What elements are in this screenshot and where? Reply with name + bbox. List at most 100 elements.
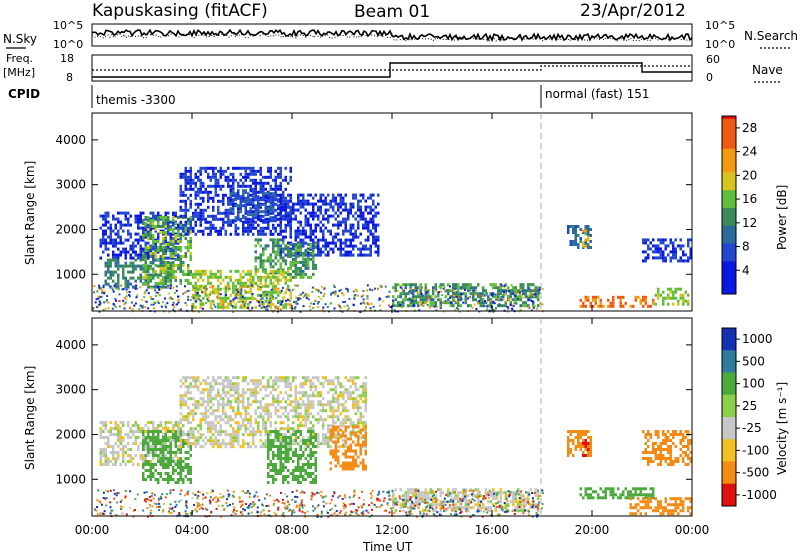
noise-cell	[437, 291, 440, 294]
data-cell	[342, 397, 345, 401]
noise-cell	[171, 303, 174, 306]
data-cell	[147, 285, 150, 289]
data-cell	[139, 276, 142, 280]
data-cell	[449, 304, 452, 308]
data-cell	[164, 247, 167, 251]
data-cell	[369, 247, 372, 251]
data-cell	[269, 269, 272, 273]
data-cell	[154, 258, 157, 262]
data-cell	[107, 430, 110, 433]
data-cell	[307, 397, 310, 401]
noise-cell	[145, 289, 148, 292]
data-cell	[252, 388, 255, 392]
data-cell	[467, 286, 470, 290]
data-cell	[652, 298, 655, 302]
noise-cell	[138, 308, 141, 311]
data-cell	[119, 439, 122, 442]
cpid-right-text: normal (fast) 151	[545, 87, 649, 101]
data-cell	[244, 424, 247, 428]
data-cell	[149, 261, 152, 264]
noise-cell	[376, 287, 379, 290]
data-cell	[234, 397, 237, 401]
data-cell	[257, 269, 260, 273]
data-cell	[212, 226, 215, 230]
data-cell	[177, 421, 180, 424]
data-cell	[342, 199, 345, 203]
data-cell	[174, 246, 177, 249]
data-cell	[317, 223, 320, 227]
data-cell	[154, 244, 157, 248]
data-cell	[337, 379, 340, 383]
noise-cell	[141, 306, 144, 309]
data-cell	[164, 427, 167, 430]
nsearch-tick-bottom: 10^0	[705, 38, 735, 51]
data-cell	[99, 448, 102, 451]
data-cell	[394, 286, 397, 290]
data-cell	[499, 289, 502, 293]
noise-cell	[166, 302, 169, 305]
data-cell	[309, 253, 312, 257]
data-cell	[194, 184, 197, 188]
data-cell	[249, 178, 252, 182]
data-cell	[687, 302, 690, 306]
data-cell	[367, 205, 370, 209]
noise-cell	[99, 302, 102, 305]
data-cell	[339, 193, 342, 197]
data-cell	[102, 454, 105, 457]
data-cell	[104, 460, 107, 463]
data-cell	[172, 256, 175, 260]
data-cell	[249, 193, 252, 197]
data-cell	[289, 296, 292, 300]
data-cell	[219, 418, 222, 422]
data-cell	[344, 244, 347, 248]
noise-cell	[266, 305, 269, 308]
data-cell	[287, 439, 290, 443]
data-cell	[187, 385, 190, 389]
data-cell	[209, 269, 212, 273]
data-cell	[272, 244, 275, 248]
data-cell	[242, 199, 245, 203]
data-cell	[164, 457, 167, 460]
data-cell	[399, 295, 402, 299]
data-cell	[467, 283, 470, 287]
data-cell	[242, 192, 245, 196]
data-cell	[234, 305, 237, 309]
data-cell	[339, 445, 342, 449]
data-cell	[147, 430, 150, 433]
y-tick-label: 1000	[55, 267, 86, 281]
data-cell	[289, 235, 292, 239]
noise-cell	[530, 300, 533, 302]
data-cell	[319, 199, 322, 203]
noise-cell	[528, 298, 530, 301]
data-cell	[124, 285, 127, 289]
data-cell	[112, 463, 115, 466]
data-cell	[169, 247, 172, 251]
data-cell	[687, 238, 690, 242]
data-cell	[154, 273, 157, 276]
noise-cell	[168, 292, 171, 295]
data-cell	[109, 270, 112, 274]
data-cell	[487, 298, 490, 302]
data-cell	[174, 421, 177, 424]
data-cell	[169, 270, 172, 273]
data-cell	[312, 406, 315, 410]
data-cell	[259, 379, 262, 383]
data-cell	[209, 394, 212, 398]
data-cell	[232, 192, 235, 196]
noise-cell	[331, 291, 334, 294]
noise-cell	[497, 289, 500, 292]
data-cell	[289, 208, 292, 212]
data-cell	[644, 301, 647, 305]
data-cell	[104, 220, 107, 224]
data-cell	[102, 448, 105, 451]
data-cell	[262, 181, 265, 185]
data-cell	[327, 220, 330, 224]
data-cell	[242, 181, 245, 185]
data-cell	[229, 211, 232, 215]
data-cell	[259, 216, 262, 220]
noise-cell	[462, 301, 465, 304]
noise-cell	[144, 290, 147, 293]
data-cell	[164, 448, 167, 451]
noise-cell	[482, 287, 484, 290]
data-cell	[337, 415, 340, 419]
